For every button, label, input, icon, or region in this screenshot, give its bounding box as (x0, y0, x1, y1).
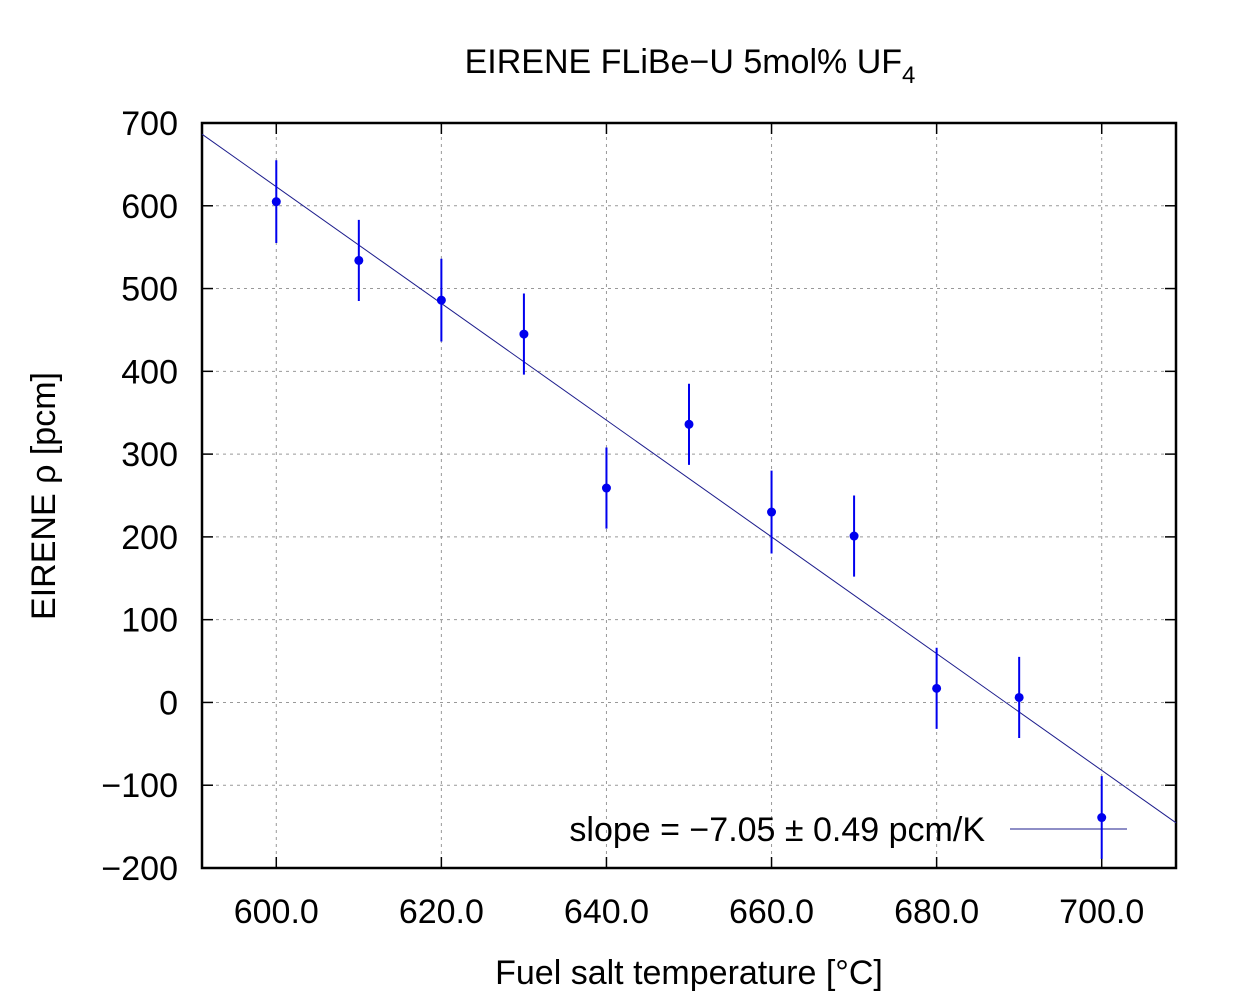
chart-title: EIRENE FLiBe−U 5mol% UF4 (465, 43, 916, 89)
data-point (1014, 692, 1024, 702)
data-point (932, 683, 942, 693)
legend: slope = −7.05 ± 0.49 pcm/K (569, 811, 1127, 849)
x-tick-label: 660.0 (729, 893, 814, 931)
x-tick-label: 600.0 (234, 893, 319, 931)
y-tick-label: −100 (101, 767, 178, 805)
y-tick-label: −200 (101, 850, 178, 888)
x-tick-label: 620.0 (399, 893, 484, 931)
data-point (1097, 813, 1107, 823)
x-axis-label: Fuel salt temperature [°C] (495, 954, 883, 992)
y-tick-label: 300 (121, 436, 178, 474)
data-point (601, 483, 611, 493)
data-point (767, 507, 777, 517)
y-tick-label: 0 (159, 684, 178, 722)
grid (202, 123, 1176, 868)
data-point (849, 531, 859, 541)
x-axis: 600.0 620.0 640.0 660.0 680.0 700.0 (234, 123, 1144, 931)
x-tick-label: 680.0 (894, 893, 979, 931)
y-tick-label: 500 (121, 271, 178, 309)
y-tick-label: 700 (121, 105, 178, 143)
plot-frame (200, 121, 1178, 870)
y-tick-label: 400 (121, 353, 178, 391)
data-points (271, 160, 1107, 859)
data-point (519, 329, 529, 339)
x-tick-label: 640.0 (564, 893, 649, 931)
x-tick-label: 700.0 (1059, 893, 1144, 931)
chart-title-subscript: 4 (902, 62, 915, 89)
data-point (684, 419, 694, 429)
legend-label: slope = −7.05 ± 0.49 pcm/K (569, 811, 985, 849)
data-point (436, 295, 446, 305)
data-point (271, 197, 281, 207)
y-tick-label: 200 (121, 519, 178, 557)
y-tick-label: 100 (121, 602, 178, 640)
fit-line (201, 133, 1177, 824)
data-point (354, 255, 364, 265)
y-tick-label: 600 (121, 188, 178, 226)
y-axis: −200 −100 0 100 200 300 400 500 600 700 (101, 105, 1176, 888)
y-axis-label: EIRENE ρ [pcm] (25, 372, 63, 620)
